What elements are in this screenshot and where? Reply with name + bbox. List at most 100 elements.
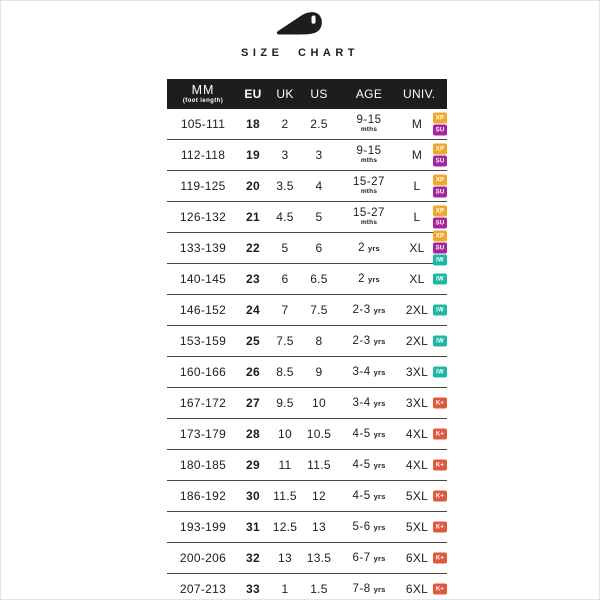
mm-range: 173-179 <box>179 427 227 441</box>
uk-size: 6 <box>281 272 289 286</box>
uk-size: 7 <box>281 303 289 317</box>
header-mm: MM (foot length) <box>167 84 239 104</box>
mm-range: 119-125 <box>180 179 226 193</box>
badge-xp: XP <box>433 205 447 217</box>
eu-size: 30 <box>246 489 260 503</box>
badge-kplus: K+ <box>433 397 447 409</box>
us-size: 13.5 <box>306 551 332 565</box>
badge-iw: IW <box>433 273 447 285</box>
product-line-badges: IW <box>433 335 447 347</box>
mm-range: 180-185 <box>179 458 227 472</box>
uk-size: 10 <box>278 427 292 441</box>
product-line-badges: XP SU <box>433 174 447 198</box>
badge-kplus: K+ <box>433 490 447 502</box>
age-range: 3-4 yrs <box>352 366 386 378</box>
universal-size: XL <box>409 272 425 286</box>
badge-xp: XP <box>433 174 447 186</box>
universal-size: 4XL <box>405 458 429 472</box>
eu-size: 27 <box>246 396 260 410</box>
us-size: 5 <box>315 210 323 224</box>
table-row: 153-159 25 7.5 8 2-3 yrs 2XL IW <box>167 326 447 357</box>
age-range: 4-5 yrs <box>352 459 386 471</box>
table-row: 167-172 27 9.5 10 3-4 yrs 3XL K+ <box>167 388 447 419</box>
uk-size: 11 <box>278 458 292 472</box>
badge-su: SU <box>433 186 447 198</box>
uk-size: 3.5 <box>276 179 294 193</box>
header-age: AGE <box>355 87 383 101</box>
age-range: 7-8 yrs <box>352 583 386 595</box>
table-row: 180-185 29 11 11.5 4-5 yrs 4XL K+ <box>167 450 447 481</box>
mm-range: 153-159 <box>179 334 227 348</box>
product-line-badges: K+ <box>433 521 447 533</box>
badge-kplus: K+ <box>433 428 447 440</box>
table-row: 112-118 19 3 3 9-15 mths M XP SU <box>167 140 447 171</box>
table-row: 146-152 24 7 7.5 2-3 yrs 2XL IW <box>167 295 447 326</box>
eu-size: 20 <box>246 179 260 193</box>
uk-size: 2 <box>281 117 289 131</box>
universal-size: 2XL <box>405 334 429 348</box>
table-row: 133-139 22 5 6 2 yrs XL XP SU IW <box>167 230 447 266</box>
product-line-badges: K+ <box>433 428 447 440</box>
universal-size: XL <box>409 241 425 255</box>
table-row: 186-192 30 11.5 12 4-5 yrs 5XL K+ <box>167 481 447 512</box>
product-line-badges: K+ <box>433 490 447 502</box>
uk-size: 11.5 <box>273 489 297 503</box>
product-line-badges: XP SU IW <box>433 230 447 266</box>
us-size: 8 <box>315 334 323 348</box>
header-mm-label: MM <box>191 83 215 98</box>
eu-size: 32 <box>246 551 260 565</box>
universal-size: L <box>413 179 421 193</box>
eu-size: 21 <box>246 210 260 224</box>
us-size: 10 <box>312 396 326 410</box>
table-body: 105-111 18 2 2.5 9-15 mths M XP SU 112-118… <box>167 109 447 599</box>
table-row: 140-145 23 6 6.5 2 yrs XL IW <box>167 264 447 295</box>
universal-size: 4XL <box>405 427 429 441</box>
table-header-row: MM (foot length) EU UK US AGE UNIV. <box>167 79 447 109</box>
us-size: 6.5 <box>310 272 328 286</box>
table-row: 193-199 31 12.5 13 5-6 yrs 5XL K+ <box>167 512 447 543</box>
us-size: 10.5 <box>306 427 332 441</box>
us-size: 3 <box>315 148 323 162</box>
age-range: 4-5 yrs <box>352 490 386 502</box>
badge-iw: IW <box>433 304 447 316</box>
uk-size: 12.5 <box>272 520 298 534</box>
eu-size: 29 <box>246 458 260 472</box>
table-row: 119-125 20 3.5 4 15-27 mths L XP SU <box>167 171 447 202</box>
eu-size: 28 <box>246 427 260 441</box>
product-line-badges: XP SU <box>433 205 447 229</box>
brand-logo-icon <box>276 10 324 38</box>
universal-size: 6XL <box>405 551 429 565</box>
uk-size: 3 <box>281 148 289 162</box>
eu-size: 24 <box>246 303 260 317</box>
eu-size: 25 <box>246 334 260 348</box>
age-range: 2-3 yrs <box>352 304 386 316</box>
badge-xp: XP <box>433 230 447 242</box>
us-size: 6 <box>315 241 323 255</box>
mm-range: 140-145 <box>179 272 227 286</box>
product-line-badges: K+ <box>433 552 447 564</box>
mm-range: 167-172 <box>179 396 227 410</box>
us-size: 4 <box>315 179 323 193</box>
header-uk: UK <box>276 87 294 101</box>
table-row: 126-132 21 4.5 5 15-27 mths L XP SU <box>167 202 447 233</box>
table-row: 105-111 18 2 2.5 9-15 mths M XP SU <box>167 109 447 140</box>
uk-size: 8.5 <box>276 365 294 379</box>
mm-range: 126-132 <box>179 210 227 224</box>
mm-range: 186-192 <box>179 489 227 503</box>
mm-range: 105-111 <box>180 117 226 131</box>
eu-size: 18 <box>246 117 260 131</box>
age-range: 15-27 mths <box>353 175 385 195</box>
badge-kplus: K+ <box>433 459 447 471</box>
table-row: 173-179 28 10 10.5 4-5 yrs 4XL K+ <box>167 419 447 450</box>
universal-size: 5XL <box>405 520 429 534</box>
us-size: 7.5 <box>310 303 328 317</box>
age-range: 6-7 yrs <box>352 552 386 564</box>
age-range: 2 yrs <box>358 273 380 285</box>
eu-size: 31 <box>246 520 260 534</box>
table-row: 160-166 26 8.5 9 3-4 yrs 3XL IW <box>167 357 447 388</box>
badge-iw: IW <box>433 335 447 347</box>
us-size: 2.5 <box>310 117 328 131</box>
us-size: 12 <box>312 489 326 503</box>
badge-su: SU <box>433 155 447 167</box>
